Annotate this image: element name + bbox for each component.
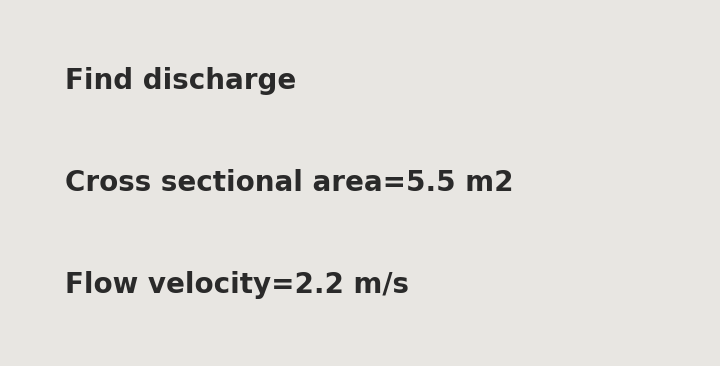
Text: Find discharge: Find discharge	[65, 67, 296, 94]
Text: Flow velocity=2.2 m/s: Flow velocity=2.2 m/s	[65, 272, 409, 299]
Text: Cross sectional area=5.5 m2: Cross sectional area=5.5 m2	[65, 169, 513, 197]
